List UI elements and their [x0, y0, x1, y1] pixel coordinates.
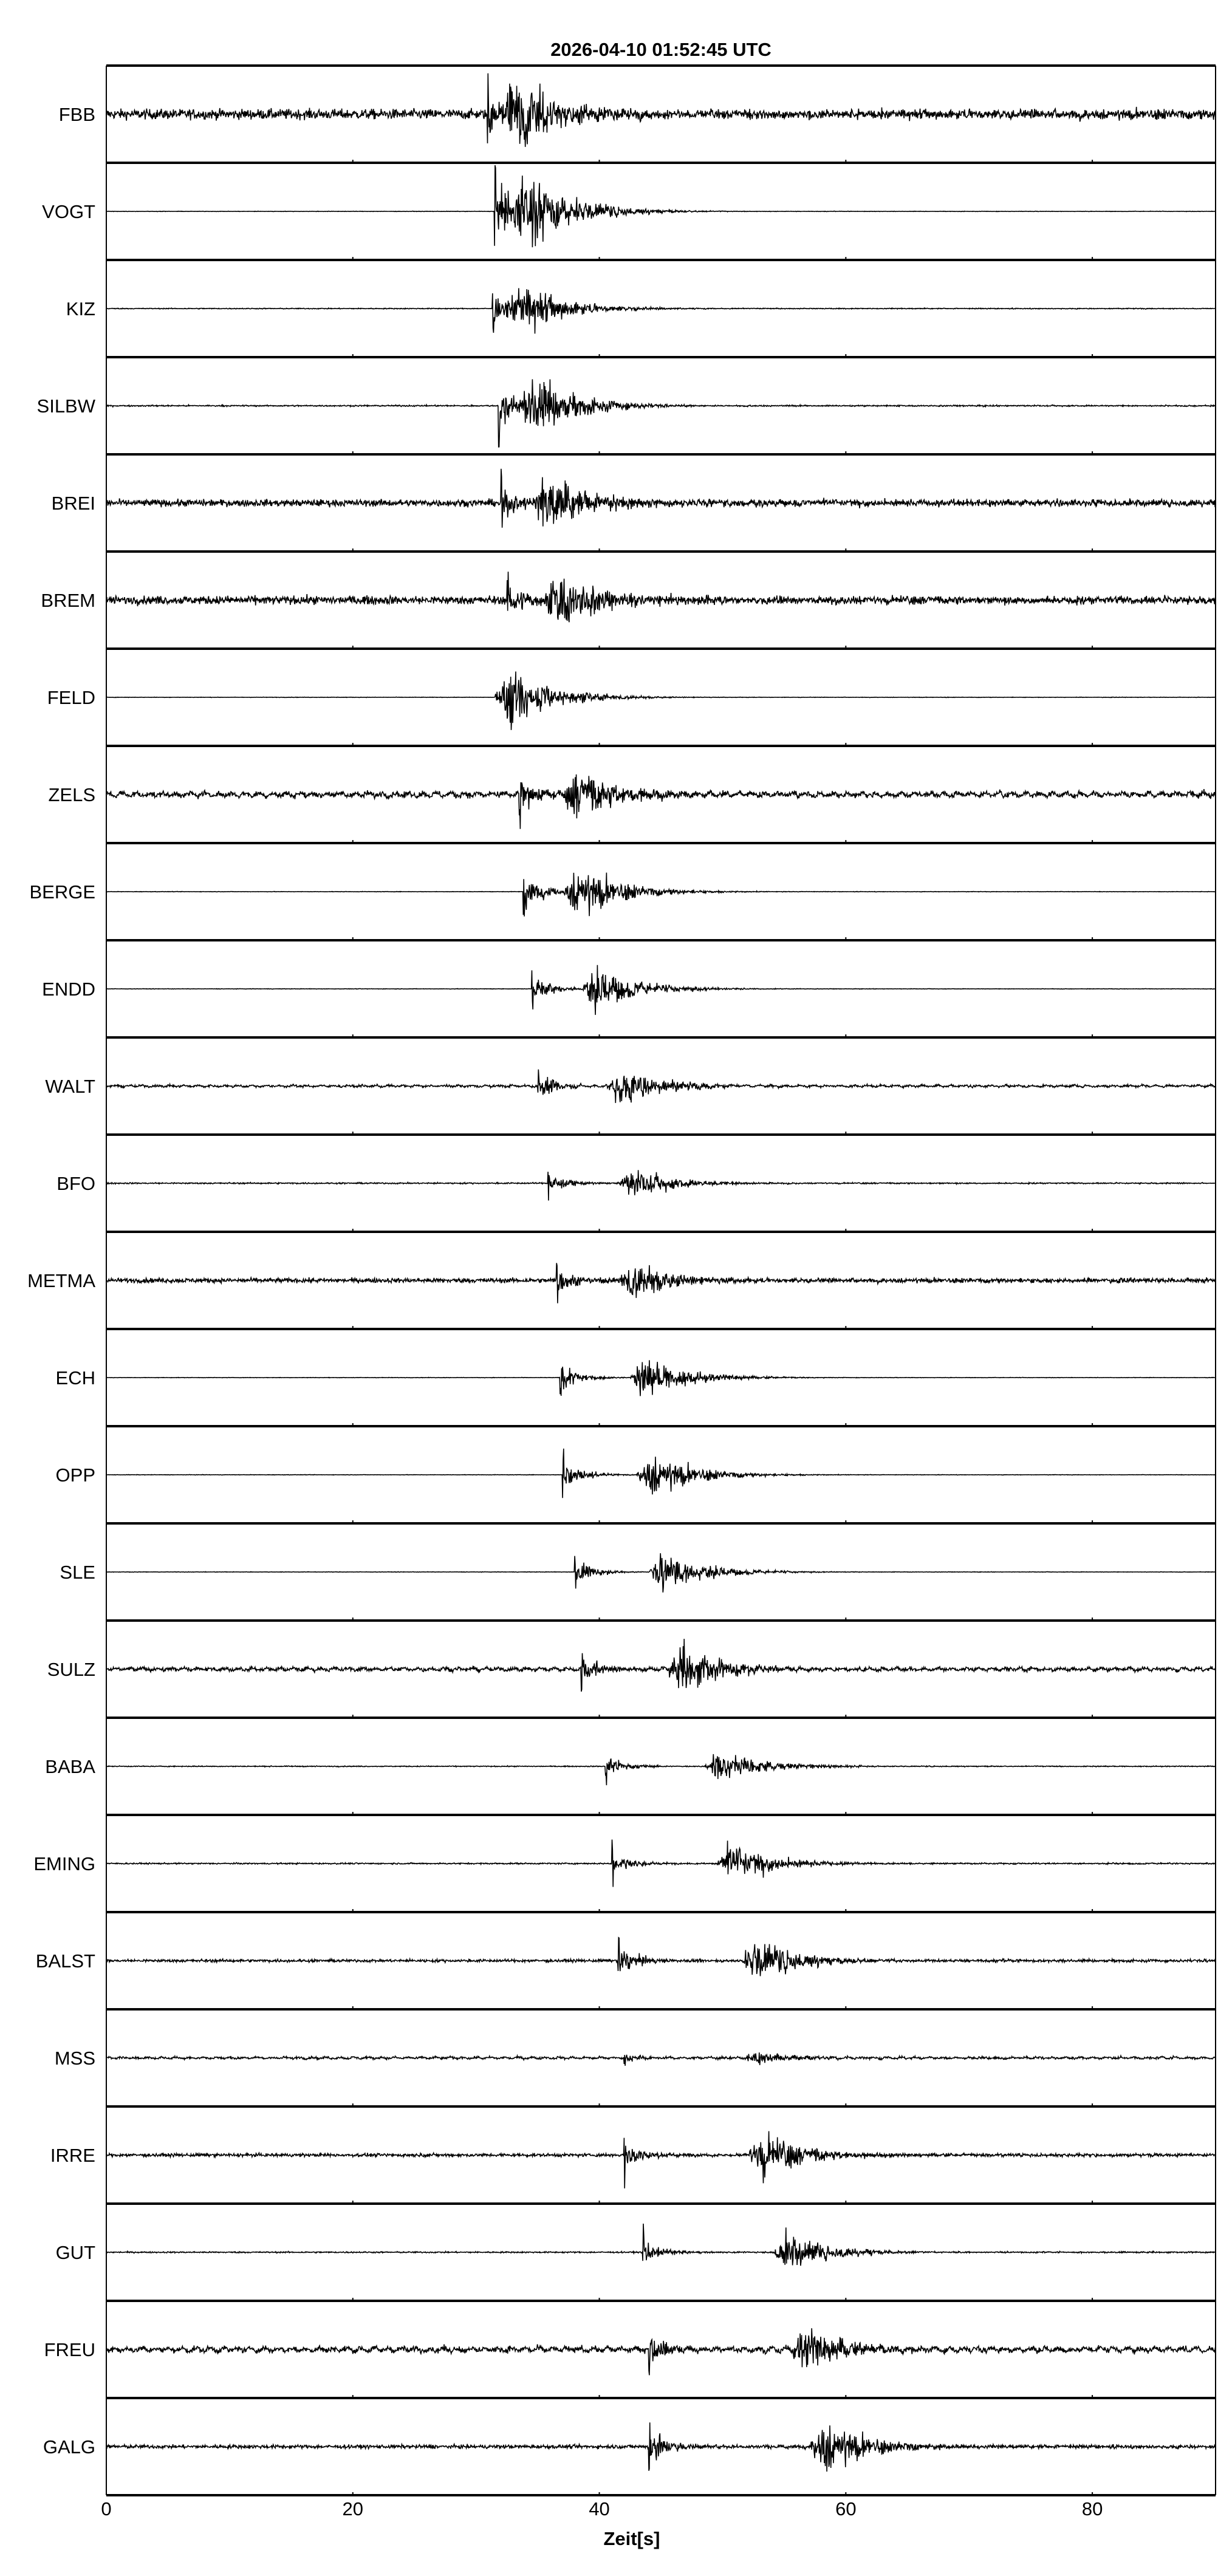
station-panel-berge: BERGE — [29, 842, 1216, 940]
waveform-trace-brei — [106, 468, 1216, 528]
station-panel-opp: OPP — [56, 1425, 1216, 1523]
waveform-trace-zels — [106, 774, 1216, 829]
station-label: ECH — [56, 1367, 95, 1389]
station-panel-bfo: BFO — [56, 1133, 1216, 1232]
station-panel-baba: BABA — [45, 1717, 1216, 1815]
waveform-trace-galg — [106, 2422, 1216, 2472]
station-label: ENDD — [42, 979, 95, 1000]
station-label: BERGE — [29, 881, 95, 903]
x-tick-label: 0 — [101, 2498, 111, 2520]
waveform-trace-balst — [106, 1936, 1216, 1976]
waveform-trace-silbw — [106, 379, 1216, 448]
station-label: GUT — [56, 2242, 96, 2263]
waveform-trace-bfo — [106, 1170, 1216, 1201]
station-panels: FBB VOGT KIZ SILBW BREI BREM FELD ZELS BERGE ENDD… — [27, 64, 1216, 2496]
waveform-trace-vogt — [106, 165, 1216, 248]
station-panel-metma: METMA — [27, 1231, 1216, 1329]
station-panel-brei: BREI — [52, 453, 1216, 552]
station-label: MSS — [55, 2048, 95, 2069]
station-label: EMING — [33, 1853, 95, 1874]
station-panel-fbb: FBB — [59, 64, 1216, 163]
station-panel-gut: GUT — [56, 2202, 1216, 2301]
station-label: BREM — [41, 590, 95, 611]
station-label: WALT — [45, 1076, 95, 1097]
station-label: METMA — [27, 1270, 95, 1291]
station-panel-freu: FREU — [44, 2300, 1216, 2398]
station-label: IRRE — [50, 2145, 95, 2166]
station-label: FBB — [59, 104, 95, 125]
waveform-trace-fbb — [106, 73, 1216, 147]
waveform-trace-endd — [106, 965, 1216, 1015]
station-label: SLE — [60, 1562, 95, 1583]
station-panel-silbw: SILBW — [37, 356, 1216, 454]
station-panel-irre: IRRE — [50, 2105, 1216, 2204]
waveform-trace-brem — [106, 572, 1216, 623]
waveform-trace-eming — [106, 1839, 1216, 1887]
station-panel-vogt: VOGT — [42, 162, 1216, 260]
waveform-trace-walt — [106, 1069, 1216, 1103]
station-label: SILBW — [37, 395, 96, 417]
station-label: BREI — [52, 493, 95, 514]
station-label: ZELS — [48, 784, 95, 805]
x-tick-label: 80 — [1082, 2498, 1103, 2520]
station-panel-eming: EMING — [33, 1814, 1216, 1912]
x-axis-tick-labels: 0 20 40 60 80 — [101, 2498, 1103, 2520]
waveform-trace-irre — [106, 2131, 1216, 2188]
station-label: BALST — [36, 1950, 95, 1972]
waveform-trace-gut — [106, 2223, 1216, 2266]
station-panel-galg: GALG — [43, 2397, 1216, 2495]
station-panel-brem: BREM — [41, 550, 1216, 649]
waveform-trace-mss — [106, 2052, 1216, 2066]
x-tick-label: 60 — [835, 2498, 856, 2520]
station-panel-zels: ZELS — [48, 745, 1216, 843]
station-panel-sulz: SULZ — [47, 1619, 1216, 1718]
waveform-trace-berge — [106, 872, 1216, 917]
waveform-trace-metma — [106, 1263, 1216, 1303]
chart-title: 2026-04-10 01:52:45 UTC — [550, 39, 772, 60]
station-panel-kiz: KIZ — [66, 259, 1216, 357]
waveform-trace-opp — [106, 1448, 1216, 1498]
x-tick-label: 40 — [589, 2498, 609, 2520]
station-panel-walt: WALT — [45, 1036, 1216, 1135]
waveform-trace-feld — [106, 671, 1216, 730]
waveform-trace-sulz — [106, 1639, 1216, 1692]
station-label: OPP — [56, 1464, 95, 1486]
waveform-trace-freu — [106, 2328, 1216, 2376]
station-label: FELD — [47, 687, 95, 708]
waveform-trace-baba — [106, 1754, 1216, 1786]
station-panel-feld: FELD — [47, 647, 1216, 746]
waveform-trace-ech — [106, 1360, 1216, 1396]
station-label: KIZ — [66, 298, 95, 319]
station-panel-mss: MSS — [55, 2008, 1216, 2106]
station-panel-ech: ECH — [56, 1328, 1216, 1426]
station-label: BABA — [45, 1756, 95, 1777]
station-label: GALG — [43, 2436, 95, 2458]
x-axis-label: Zeit[s] — [604, 2528, 660, 2549]
x-tick-label: 20 — [343, 2498, 363, 2520]
station-label: SULZ — [47, 1659, 95, 1680]
station-label: BFO — [56, 1173, 95, 1194]
waveform-trace-sle — [106, 1553, 1216, 1593]
station-label: VOGT — [42, 201, 95, 222]
station-label: FREU — [44, 2339, 95, 2360]
station-panel-endd: ENDD — [42, 939, 1216, 1037]
station-panel-balst: BALST — [36, 1911, 1216, 2009]
station-panel-sle: SLE — [60, 1522, 1216, 1621]
waveform-trace-kiz — [106, 288, 1216, 334]
